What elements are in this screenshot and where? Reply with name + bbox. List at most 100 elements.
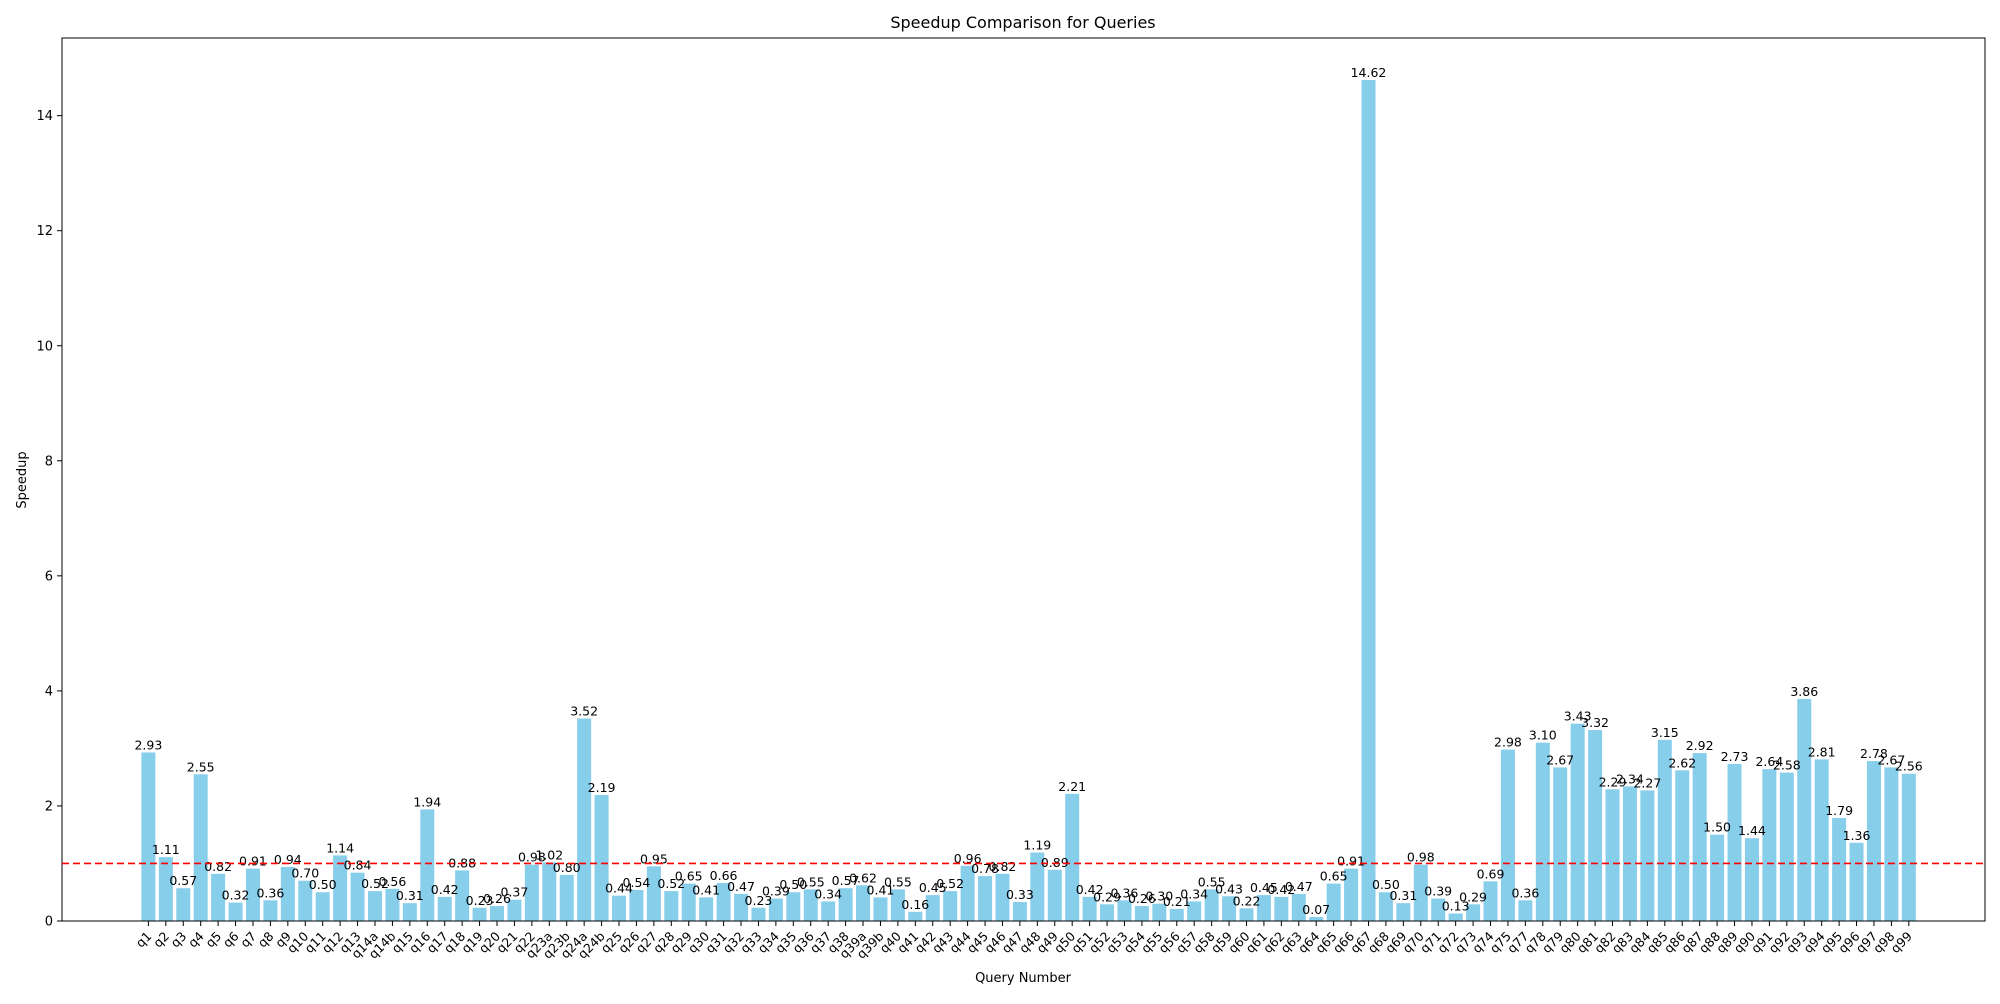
- bar-value-label: 0.70: [291, 866, 319, 881]
- bar-q32: [734, 893, 749, 921]
- bar-q39b: [873, 897, 888, 921]
- bar-value-label: 1.44: [1738, 823, 1766, 838]
- bar-value-label: 0.91: [1337, 854, 1365, 869]
- bar-q73: [1466, 904, 1481, 921]
- bar-q30: [699, 897, 714, 921]
- bar-value-label: 2.92: [1686, 738, 1714, 753]
- bar-q79: [1553, 767, 1568, 921]
- bar-q41: [908, 911, 923, 921]
- bar-value-label: 1.36: [1843, 828, 1871, 843]
- bar-value-label: 0.39: [762, 884, 790, 899]
- bar-q12: [333, 855, 348, 921]
- bar-q68: [1378, 892, 1393, 921]
- bar-value-label: 0.69: [1477, 866, 1505, 881]
- y-tick-label: 14: [36, 109, 53, 124]
- bar-q21: [507, 899, 522, 921]
- bar-q23a: [542, 862, 557, 921]
- bar-q81: [1588, 730, 1603, 921]
- bar-q49: [1047, 869, 1062, 921]
- bar-q93: [1797, 698, 1812, 921]
- bar-q40: [890, 889, 905, 921]
- bar-value-label: 0.52: [936, 876, 964, 891]
- bar-value-label: 0.57: [169, 873, 197, 888]
- bar-value-label: 0.52: [361, 876, 389, 891]
- bar-value-label: 2.67: [1546, 752, 1574, 767]
- bar-q14a: [367, 891, 382, 921]
- bar-value-label: 2.19: [588, 780, 616, 795]
- bar-q18: [455, 870, 470, 921]
- bar-value-label: 0.50: [1372, 877, 1400, 892]
- bar-q37: [821, 901, 836, 921]
- bar-value-label: 0.36: [1511, 885, 1539, 900]
- bar-value-label: 2.67: [1877, 752, 1905, 767]
- bar-q13: [350, 872, 365, 921]
- bar-value-label: 0.36: [1111, 885, 1139, 900]
- bar-value-label: 1.50: [1703, 820, 1731, 835]
- bar-q31: [716, 883, 731, 921]
- bar-q69: [1396, 903, 1411, 921]
- bar-q38: [838, 888, 853, 921]
- bar-value-label: 0.07: [1302, 902, 1330, 917]
- bar-q84: [1640, 790, 1655, 921]
- bar-value-label: 0.42: [1076, 882, 1104, 897]
- bar-q56: [1169, 908, 1184, 921]
- bar-q28: [664, 891, 679, 921]
- bar-q15: [402, 903, 417, 921]
- bar-value-label: 0.50: [309, 877, 337, 892]
- y-tick-label: 12: [36, 224, 53, 239]
- bar-value-label: 0.56: [378, 874, 406, 889]
- bar-value-label: 0.13: [1442, 899, 1470, 914]
- bar-value-label: 0.98: [518, 850, 546, 865]
- y-tick-label: 6: [45, 569, 53, 584]
- bar-value-label: 2.27: [1633, 775, 1661, 790]
- bar-value-label: 2.58: [1773, 758, 1801, 773]
- bar-q58: [1204, 889, 1219, 921]
- bar-value-label: 14.62: [1351, 65, 1387, 80]
- bar-value-label: 0.32: [222, 888, 250, 903]
- bar-q8: [263, 900, 278, 921]
- bar-q9: [280, 866, 295, 921]
- bar-value-label: 0.33: [1006, 887, 1034, 902]
- bar-q98: [1884, 767, 1899, 921]
- bar-value-label: 0.23: [745, 893, 773, 908]
- bar-value-label: 0.26: [483, 891, 511, 906]
- bar-q62: [1274, 896, 1289, 921]
- bar-q80: [1570, 723, 1585, 921]
- bar-value-label: 0.36: [256, 885, 284, 900]
- bar-q34: [768, 898, 783, 921]
- bar-q17: [437, 896, 452, 921]
- bar-q86: [1675, 770, 1690, 921]
- bar-value-label: 2.81: [1808, 744, 1836, 759]
- bar-q57: [1187, 901, 1202, 921]
- bar-q91: [1762, 769, 1777, 921]
- bar-q51: [1082, 896, 1097, 921]
- value-labels-layer: 2.93 1.11 0.57 2.55 0.82 0.32 0.91 0.36 0.940.70…: [134, 65, 1922, 917]
- bar-q87: [1692, 753, 1707, 921]
- bar-value-label: 0.55: [797, 874, 825, 889]
- bar-value-label: 2.55: [187, 759, 215, 774]
- bar-value-label: 2.56: [1895, 759, 1923, 774]
- bar-q11: [315, 892, 330, 921]
- bar-q75: [1500, 749, 1515, 921]
- bar-value-label: 0.65: [675, 869, 703, 884]
- bar-value-label: 0.89: [1041, 855, 1069, 870]
- bar-value-label: 0.29: [1093, 889, 1121, 904]
- bar-q94: [1814, 759, 1829, 921]
- bar-value-label: 0.98: [1407, 850, 1435, 865]
- bar-q52: [1100, 904, 1115, 921]
- bar-value-label: 0.34: [814, 886, 842, 901]
- bar-q33: [751, 907, 766, 921]
- y-tick-label: 4: [45, 684, 53, 699]
- bar-value-label: 2.93: [134, 737, 162, 752]
- bar-q4: [193, 774, 208, 921]
- bar-q90: [1744, 838, 1759, 921]
- bar-value-label: 0.29: [1459, 889, 1487, 904]
- x-axis-label: Query Number: [975, 971, 1072, 986]
- bar-q61: [1256, 895, 1271, 921]
- bar-q24b: [594, 795, 609, 921]
- bar-value-label: 3.10: [1529, 728, 1557, 743]
- bar-value-label: 1.94: [413, 794, 441, 809]
- bar-value-label: 0.82: [989, 859, 1017, 874]
- bar-q60: [1239, 908, 1254, 921]
